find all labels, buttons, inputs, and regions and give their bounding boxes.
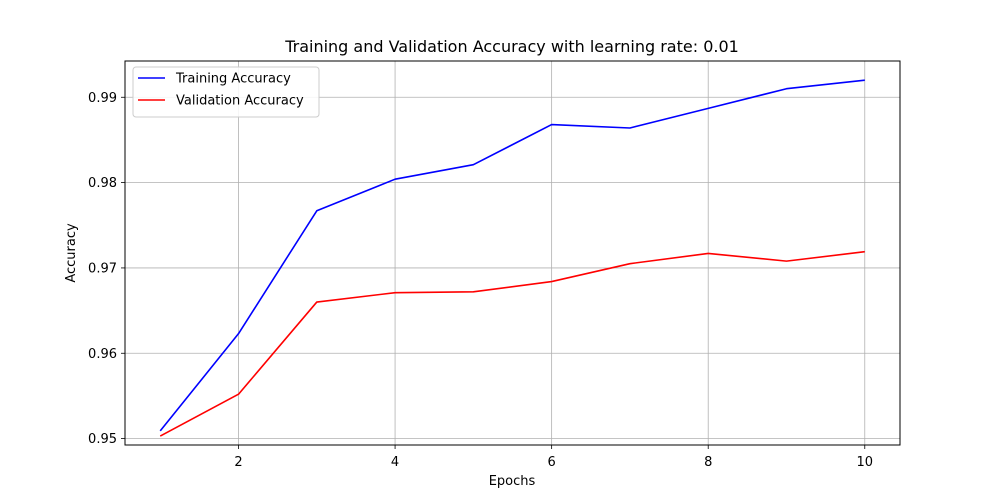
y-axis-label: Accuracy xyxy=(64,223,79,283)
series-line-validation-accuracy xyxy=(159,250,865,437)
x-tick-label: 8 xyxy=(704,455,712,470)
x-axis-label: Epochs xyxy=(489,474,536,489)
chart-title: Training and Validation Accuracy with le… xyxy=(284,37,739,56)
x-tick-label: 10 xyxy=(856,455,873,470)
y-tick-label: 0.98 xyxy=(88,176,117,191)
legend-box xyxy=(132,66,320,118)
y-tick-label: 0.99 xyxy=(88,91,117,106)
y-tick-label: 0.96 xyxy=(88,347,117,362)
y-tick-label: 0.95 xyxy=(88,432,117,447)
plot-frame xyxy=(124,60,901,446)
legend-label-validation-accuracy: Validation Accuracy xyxy=(176,94,304,109)
x-tick-label: 4 xyxy=(391,455,399,470)
y-axis-ticks: 0.95 0.96 0.97 0.98 0.99 xyxy=(88,91,125,447)
x-tick-label: 6 xyxy=(548,455,556,470)
legend: Training Accuracy Validation Accuracy xyxy=(132,66,320,118)
x-axis-ticks: 2 4 6 8 10 xyxy=(234,445,873,470)
series-line-training-accuracy xyxy=(159,79,865,432)
series-lines xyxy=(159,79,865,437)
legend-label-training-accuracy: Training Accuracy xyxy=(175,72,291,87)
y-tick-label: 0.97 xyxy=(88,261,117,276)
x-tick-label: 2 xyxy=(234,455,242,470)
